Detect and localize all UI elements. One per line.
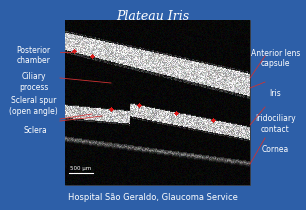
Text: Cornea: Cornea — [262, 145, 289, 154]
Text: Hospital São Geraldo, Glaucoma Service: Hospital São Geraldo, Glaucoma Service — [68, 193, 238, 202]
Text: Anterior lens
capsule: Anterior lens capsule — [251, 49, 300, 68]
Text: 500 µm: 500 µm — [70, 166, 91, 171]
Text: Posterior
chamber: Posterior chamber — [17, 46, 51, 65]
Text: Iridociliary
contact: Iridociliary contact — [255, 114, 296, 134]
Text: Ciliary
process: Ciliary process — [19, 72, 48, 92]
Text: Iris: Iris — [270, 89, 281, 98]
Text: Sclera: Sclera — [23, 126, 47, 135]
Text: Plateau Iris: Plateau Iris — [117, 10, 189, 23]
Text: Scleral spur
(open angle): Scleral spur (open angle) — [9, 96, 58, 116]
Bar — [65, 20, 250, 185]
